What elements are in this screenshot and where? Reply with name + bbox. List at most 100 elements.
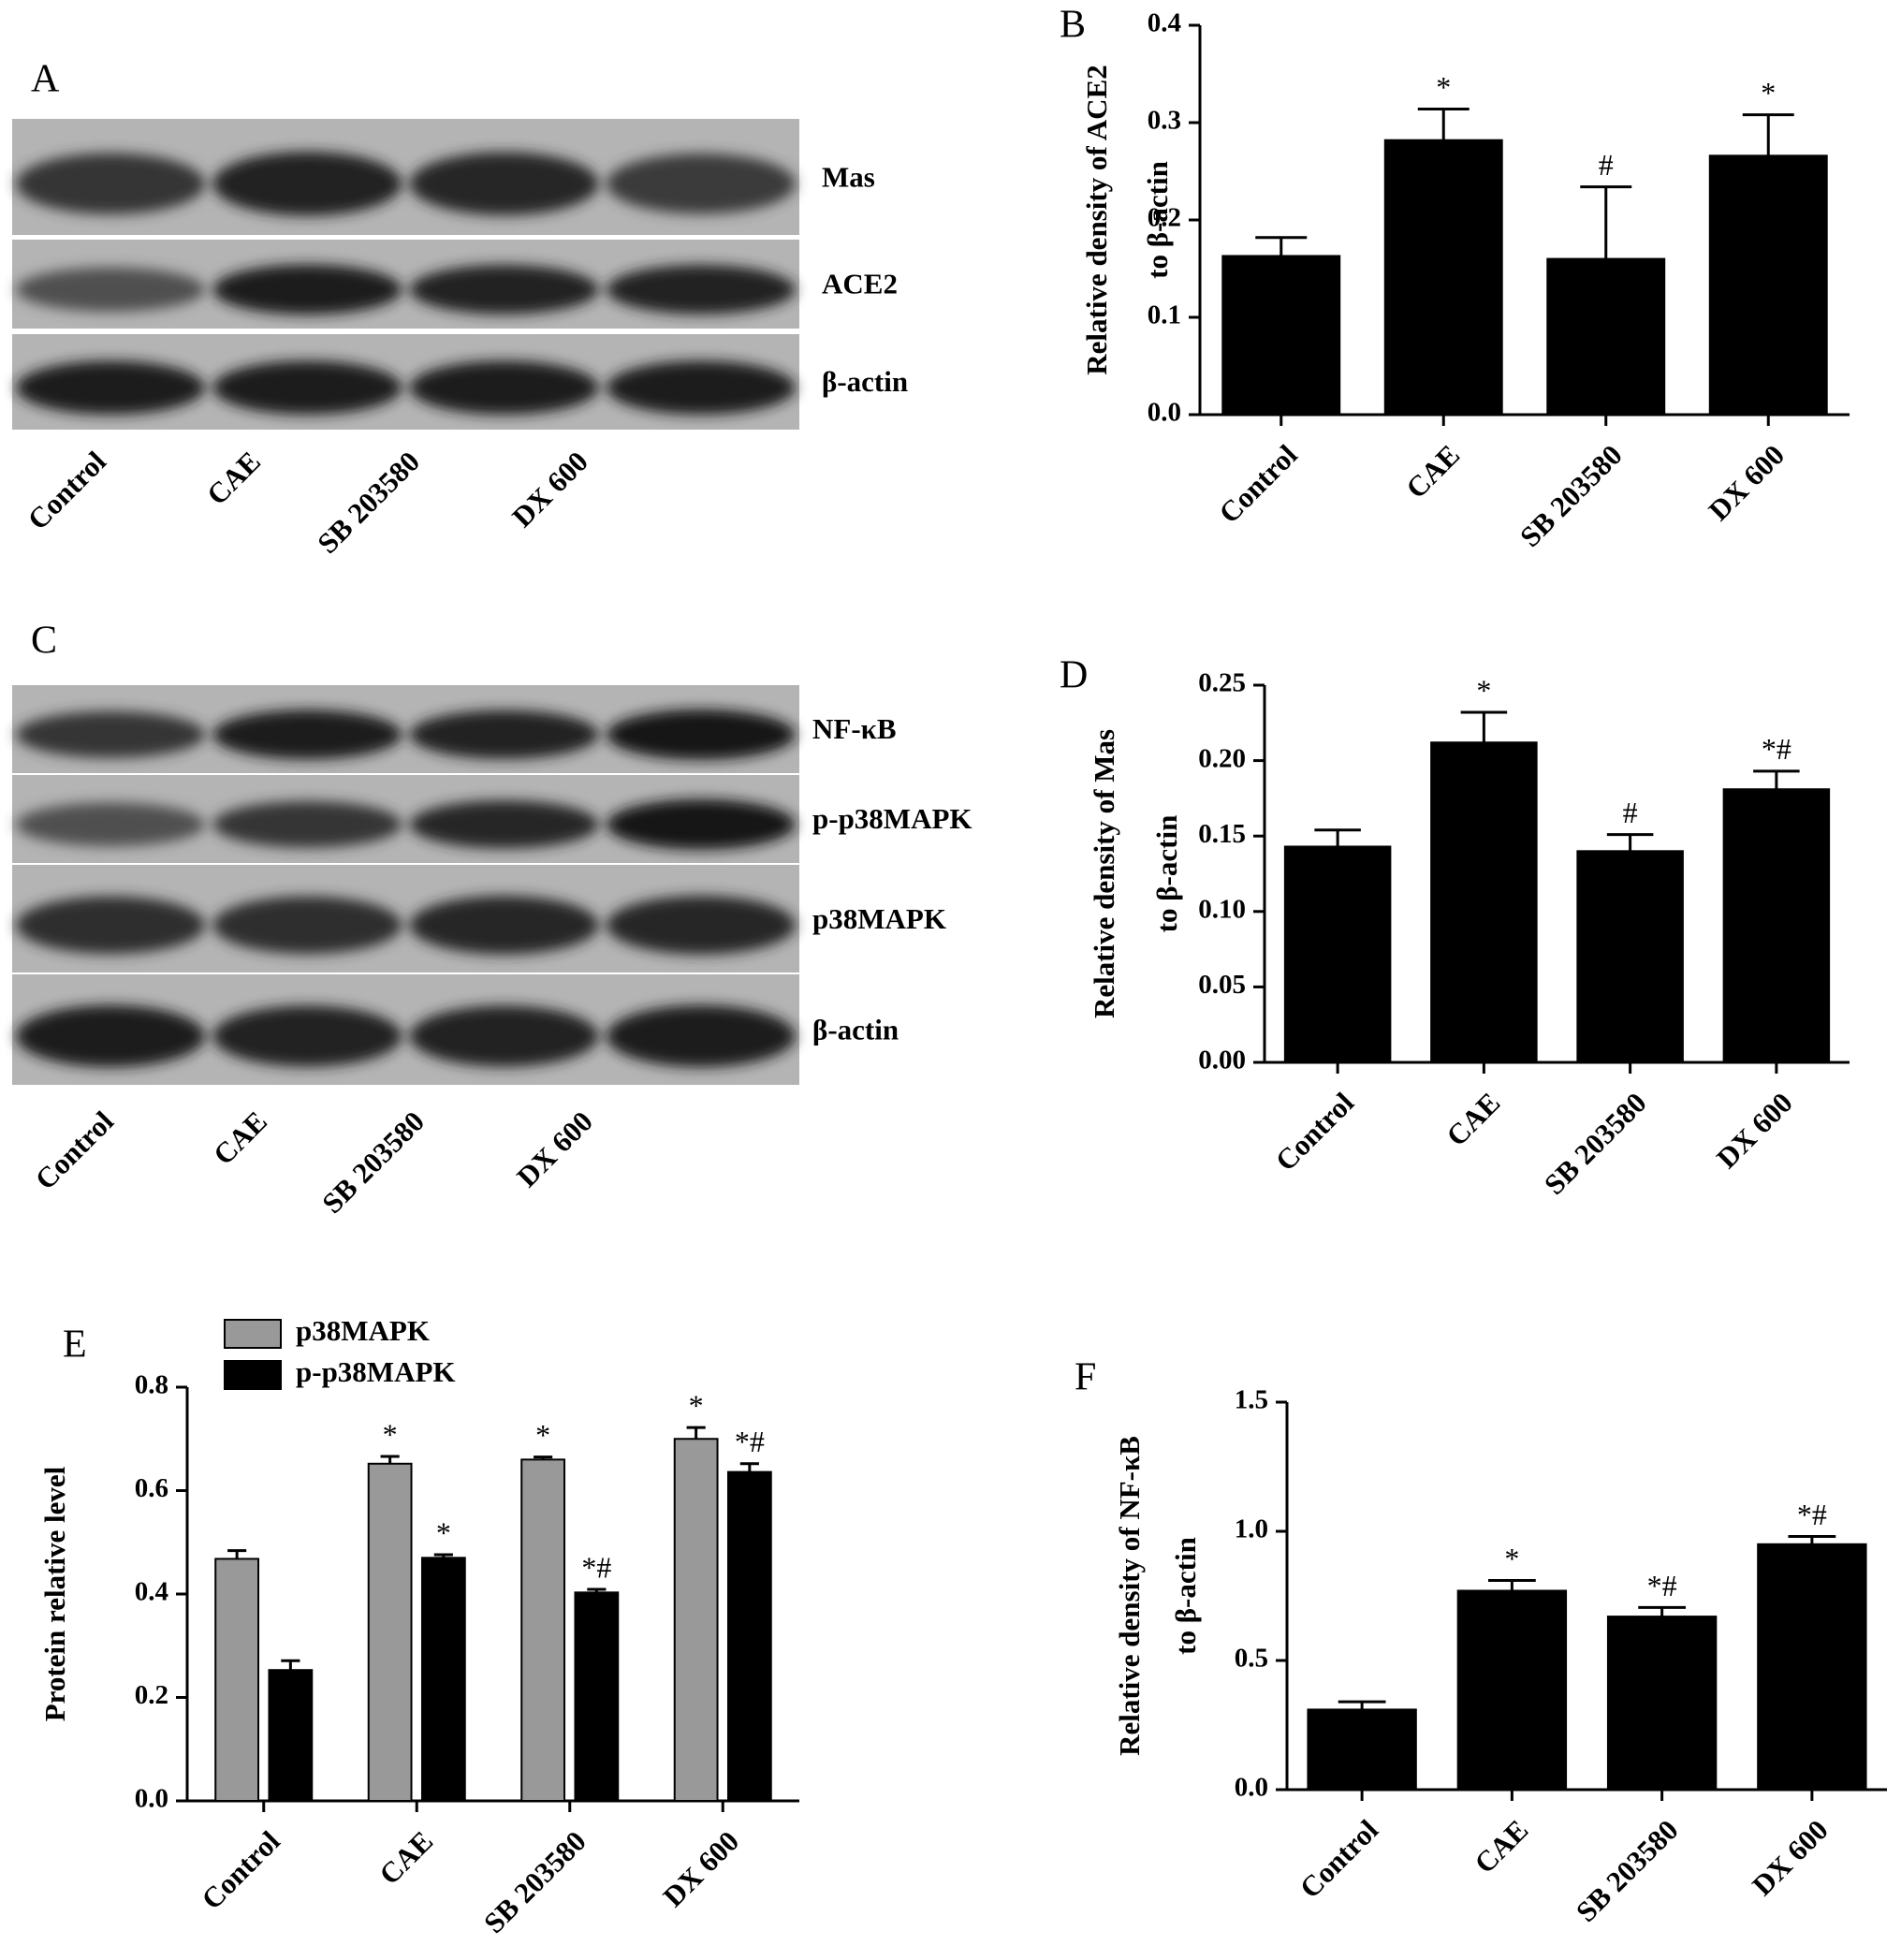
error-bar xyxy=(1753,769,1800,790)
blot-band xyxy=(409,360,599,415)
x-tick-label: SB 203580 xyxy=(1570,1813,1685,1928)
significance-label: * xyxy=(1504,1542,1519,1575)
bar xyxy=(1221,255,1341,417)
significance-label: * xyxy=(1436,70,1451,104)
error-bar xyxy=(686,1426,706,1440)
band-label: Mas xyxy=(822,161,875,194)
error-bar xyxy=(281,1659,300,1671)
band-label: NF-κB xyxy=(812,712,897,745)
y-tick-label: 0.4 xyxy=(1148,8,1181,38)
x-tick-label: CAE xyxy=(373,1824,439,1891)
panel-label: B xyxy=(1060,4,1086,47)
x-tick-label: SB 203580 xyxy=(1538,1086,1653,1201)
bar xyxy=(1283,845,1392,1064)
blot-band xyxy=(16,802,206,847)
y-tick-label: 0.6 xyxy=(135,1473,168,1503)
significance-label: *# xyxy=(1797,1498,1827,1531)
lane-label: SB 203580 xyxy=(311,445,426,560)
blot-band xyxy=(409,1005,599,1067)
x-tick-label: DX 600 xyxy=(1702,438,1791,527)
significance-label: * xyxy=(689,1388,704,1422)
bar xyxy=(1546,257,1666,416)
significance-label: * xyxy=(535,1418,550,1452)
bar xyxy=(367,1462,413,1803)
error-bar xyxy=(227,1549,247,1559)
significance-label: *# xyxy=(1647,1569,1677,1602)
x-tick-label: CAE xyxy=(1440,1086,1506,1152)
blot-band xyxy=(606,264,796,314)
significance-label: *# xyxy=(1762,732,1791,766)
y-axis-label: Protein relative level xyxy=(38,1466,71,1721)
x-tick-label: DX 600 xyxy=(1710,1086,1799,1175)
lane-label: DX 600 xyxy=(505,445,594,534)
blot-band xyxy=(16,896,206,955)
significance-label: # xyxy=(1623,796,1638,829)
panel-label: E xyxy=(63,1324,87,1367)
band-label: β-actin xyxy=(822,365,908,398)
significance-label: *# xyxy=(581,1550,611,1584)
y-tick-label: 0.00 xyxy=(1198,1046,1246,1075)
blot-band xyxy=(212,152,402,216)
band-group xyxy=(16,1004,796,1068)
blot-band xyxy=(409,895,599,955)
bar xyxy=(673,1438,719,1802)
band-group xyxy=(16,798,796,850)
bar xyxy=(1708,154,1828,417)
y-tick-label: 0.2 xyxy=(135,1680,168,1710)
blot-band xyxy=(409,264,599,314)
panel-label: A xyxy=(31,58,60,101)
y-tick-label: 0.0 xyxy=(1235,1773,1268,1803)
legend-swatch xyxy=(224,1319,282,1349)
band-group xyxy=(16,152,796,216)
x-tick-label: CAE xyxy=(1468,1813,1534,1880)
bar xyxy=(520,1458,566,1802)
significance-label: * xyxy=(1761,76,1776,110)
blot-band xyxy=(409,709,599,759)
bar xyxy=(1307,1708,1417,1791)
y-tick-label: 0.1 xyxy=(1148,300,1181,330)
bar xyxy=(1576,850,1684,1063)
blot-band xyxy=(212,264,402,315)
bar xyxy=(268,1669,314,1803)
y-axis-label: to β-actin xyxy=(1150,815,1183,933)
bar xyxy=(1757,1543,1867,1792)
legend-label: p-p38MAPK xyxy=(296,1355,456,1388)
bar xyxy=(420,1557,466,1802)
error-bar xyxy=(1338,1700,1386,1710)
y-tick-label: 0.25 xyxy=(1198,668,1246,698)
significance-label: *# xyxy=(735,1425,765,1458)
error-bar xyxy=(1638,1605,1687,1617)
significance-label: * xyxy=(1476,673,1491,707)
blot-band xyxy=(212,800,402,848)
blot-band xyxy=(606,709,796,760)
band-label: p38MAPK xyxy=(812,902,946,935)
legend-label: p38MAPK xyxy=(296,1314,430,1347)
bar xyxy=(726,1470,772,1802)
lane-label: CAE xyxy=(207,1104,273,1171)
blot-band xyxy=(606,360,796,415)
lane-label: CAE xyxy=(200,445,267,511)
lane-label: SB 203580 xyxy=(315,1104,431,1220)
blot-band xyxy=(16,153,206,215)
y-tick-label: 0.0 xyxy=(135,1784,168,1814)
y-axis-label: Relative density of NF-κB xyxy=(1113,1436,1146,1756)
blot-band xyxy=(16,267,206,313)
error-bar xyxy=(1788,1535,1836,1544)
error-bar xyxy=(1417,107,1470,140)
blot-band xyxy=(606,895,796,955)
bar xyxy=(1383,139,1503,416)
band-label: β-actin xyxy=(812,1014,899,1046)
x-tick-label: Control xyxy=(1212,438,1304,530)
x-tick-label: Control xyxy=(195,1824,286,1916)
y-tick-label: 0.8 xyxy=(135,1370,168,1400)
lane-label: Control xyxy=(22,445,113,536)
error-bar xyxy=(1606,833,1654,852)
panel-label: F xyxy=(1075,1356,1096,1399)
y-tick-label: 0.3 xyxy=(1148,106,1181,136)
band-label: p-p38MAPK xyxy=(812,802,972,835)
y-tick-label: 0.15 xyxy=(1198,819,1246,849)
x-tick-label: SB 203580 xyxy=(477,1824,592,1939)
panel-label: C xyxy=(31,620,57,663)
